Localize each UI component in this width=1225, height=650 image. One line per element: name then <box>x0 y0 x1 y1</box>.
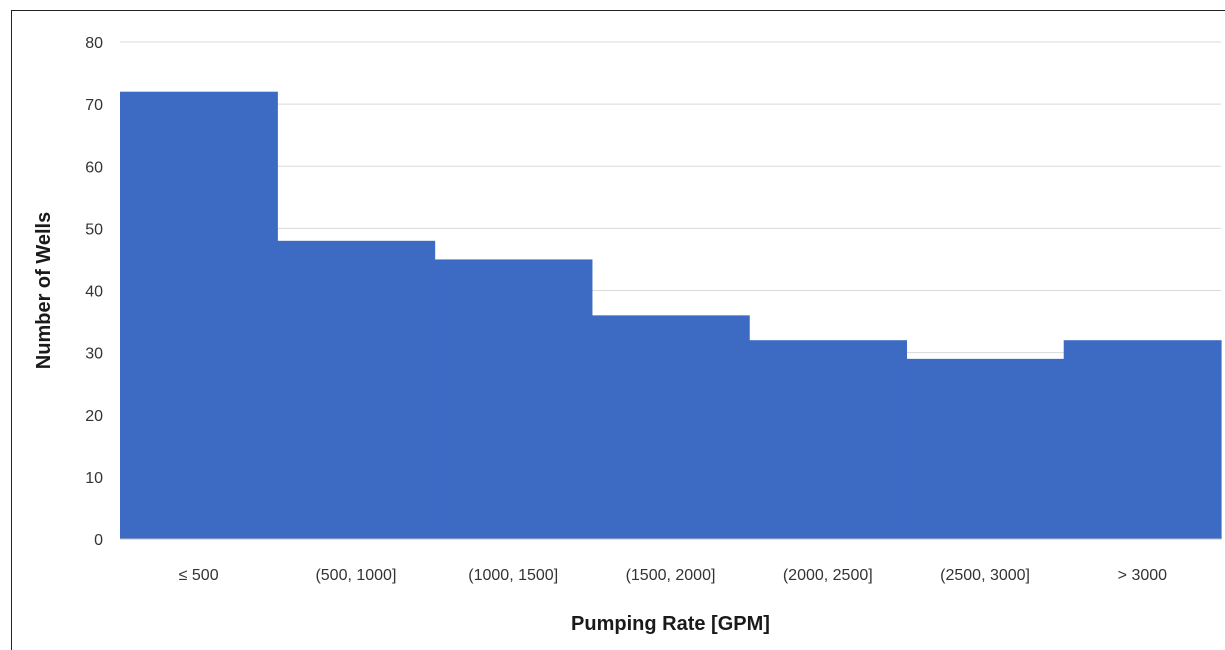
chart-frame <box>11 10 1225 650</box>
x-axis-title: Pumping Rate [GPM] <box>571 613 770 635</box>
y-tick-label-0: 0 <box>94 532 103 549</box>
x-tick-label-6: (2500, 3000] <box>940 567 1030 584</box>
bar-4 <box>591 315 750 539</box>
y-axis-title: Number of Wells <box>33 212 55 369</box>
bar-1 <box>120 91 278 539</box>
y-tick-label-50: 50 <box>85 221 103 238</box>
bar-5 <box>749 340 908 539</box>
bar-7 <box>1063 340 1222 539</box>
bar-6 <box>906 358 1065 539</box>
x-tick-label-7: > 3000 <box>1118 567 1167 584</box>
y-tick-label-30: 30 <box>85 346 103 363</box>
y-tick-label-80: 80 <box>85 35 103 52</box>
x-tick-label-3: (1000, 1500] <box>468 567 558 584</box>
x-axis-tick-labels: ≤ 500 (500, 1000] (1000, 1500] (1500, 2000]… <box>179 567 1167 584</box>
x-tick-label-2: (500, 1000] <box>315 567 396 584</box>
x-tick-label-4: (1500, 2000] <box>626 567 716 584</box>
bar-3 <box>434 259 593 539</box>
y-tick-label-70: 70 <box>85 97 103 114</box>
y-tick-label-10: 10 <box>85 470 103 487</box>
y-tick-label-60: 60 <box>85 159 103 176</box>
x-tick-label-1: ≤ 500 <box>179 567 219 584</box>
y-axis-tick-labels: 0 10 20 30 40 50 60 70 80 <box>85 35 103 549</box>
y-tick-label-20: 20 <box>85 408 103 425</box>
x-tick-label-5: (2000, 2500] <box>783 567 873 584</box>
bar-2 <box>277 240 436 540</box>
bars <box>120 91 1222 540</box>
y-tick-label-40: 40 <box>85 284 103 301</box>
